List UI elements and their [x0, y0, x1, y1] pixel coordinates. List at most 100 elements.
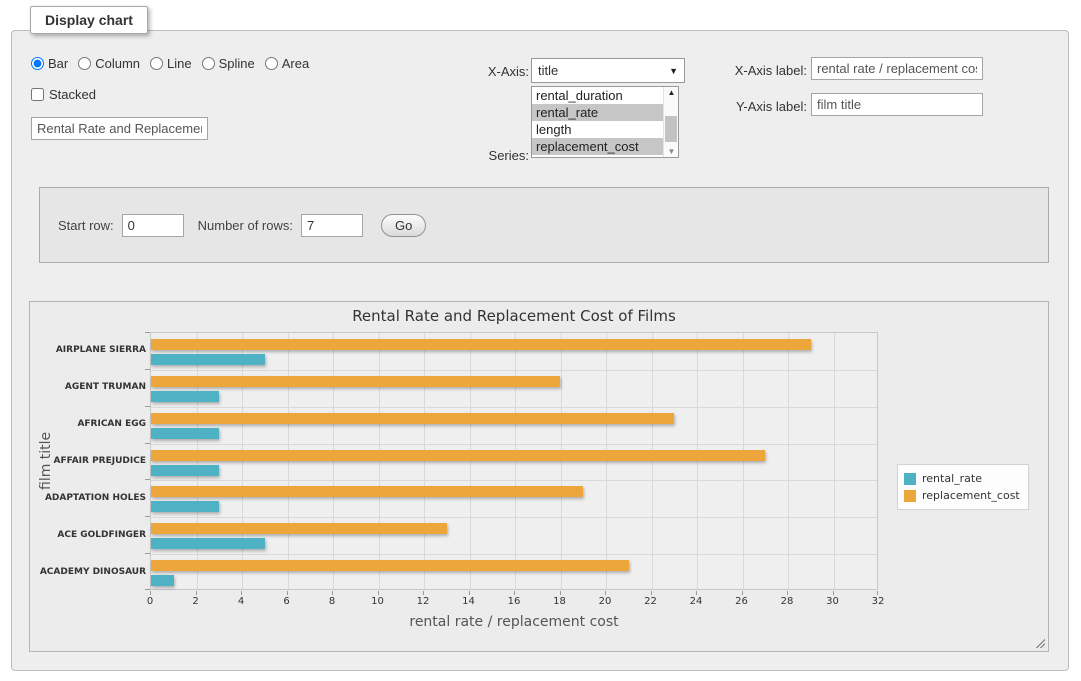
axis-tick	[145, 332, 150, 333]
gridline	[788, 333, 789, 589]
legend-item-rental_rate[interactable]: rental_rate	[904, 470, 1020, 487]
axis-tick	[145, 553, 150, 555]
chart-type-option-line[interactable]: Line	[150, 56, 192, 71]
axis-tick	[605, 591, 606, 595]
bar-rental_rate[interactable]	[151, 538, 265, 550]
gridline	[469, 333, 471, 589]
fieldset-legend: Display chart	[30, 6, 148, 34]
chart-type-option-column[interactable]: Column	[78, 56, 140, 71]
axis-tick	[787, 591, 788, 595]
legend-item-replacement_cost[interactable]: replacement_cost	[904, 487, 1020, 504]
stacked-label: Stacked	[49, 87, 96, 102]
resize-handle-icon[interactable]	[1034, 637, 1045, 648]
gridline	[151, 443, 877, 445]
axis-tick	[696, 591, 697, 595]
category-label: ADAPTATION HOLES	[44, 492, 146, 503]
gridline	[651, 333, 653, 589]
scrollbar[interactable]: ▲ ▼	[663, 87, 678, 157]
bar-rental_rate[interactable]	[151, 575, 174, 587]
chart-panel: Rental Rate and Replacement Cost of Film…	[29, 301, 1049, 652]
bar-replacement_cost[interactable]	[151, 449, 766, 461]
series-option-replacement_cost[interactable]: replacement_cost	[532, 138, 663, 155]
x-tick-label: 8	[328, 596, 336, 607]
x-tick-label: 22	[644, 596, 657, 607]
gridline	[333, 333, 334, 589]
series-list-label: Series:	[488, 148, 529, 163]
x-tick-label: 4	[237, 596, 245, 607]
scrollbar-thumb[interactable]	[665, 116, 677, 142]
x-axis-label-input[interactable]	[811, 57, 983, 80]
chart-type-option-bar[interactable]: Bar	[31, 56, 68, 71]
chart-type-radio-bar[interactable]	[31, 57, 44, 70]
legend-label: replacement_cost	[922, 489, 1020, 502]
chart-type-radio-area[interactable]	[264, 57, 278, 70]
axis-tick	[241, 591, 242, 595]
x-axis-select-label: X-Axis:	[487, 64, 529, 79]
axis-tick	[423, 591, 424, 595]
gridline	[833, 333, 835, 589]
go-button[interactable]: Go	[381, 213, 427, 237]
gridline	[151, 406, 877, 408]
gridline	[151, 369, 877, 371]
stacked-checkbox[interactable]	[31, 88, 44, 101]
gridline	[378, 333, 380, 589]
chart-type-radio-spline[interactable]	[201, 57, 215, 70]
gridline	[151, 517, 877, 519]
bar-replacement_cost[interactable]	[151, 339, 811, 350]
x-tick-label: 16	[507, 596, 521, 607]
chart-type-radio-label: Spline	[218, 56, 255, 71]
bar-replacement_cost[interactable]	[151, 486, 584, 498]
bar-replacement_cost[interactable]	[151, 523, 447, 535]
axis-tick	[145, 442, 150, 444]
bar-rental_rate[interactable]	[151, 390, 220, 402]
series-option-rental_duration[interactable]: rental_duration	[536, 88, 623, 103]
x-tick-label: 12	[416, 596, 430, 607]
y-axis-label-input[interactable]	[811, 93, 983, 116]
x-tick-label: 24	[689, 596, 703, 607]
gridline	[560, 333, 562, 589]
chart-type-option-spline[interactable]: Spline	[201, 56, 255, 71]
scroll-up-icon[interactable]: ▲	[667, 88, 676, 97]
x-tick-label: 0	[146, 596, 154, 607]
bar-rental_rate[interactable]	[151, 464, 220, 476]
axis-tick	[332, 591, 333, 595]
scroll-down-icon[interactable]: ▼	[667, 147, 676, 156]
chart-title-input[interactable]	[31, 117, 208, 140]
gridline	[196, 333, 198, 589]
bar-rental_rate[interactable]	[151, 427, 220, 439]
display-chart-fieldset: Display chart Bar Column Line Spline Area St…	[11, 6, 1069, 671]
number-of-rows-input[interactable]	[301, 213, 363, 237]
bar-replacement_cost[interactable]	[151, 560, 629, 572]
x-tick-label: 18	[553, 596, 566, 607]
chart-type-radio-column[interactable]	[78, 57, 92, 70]
chart-title: Rental Rate and Replacement Cost of Film…	[352, 307, 676, 325]
start-row-input[interactable]	[121, 213, 184, 237]
chart-type-radio-line[interactable]	[150, 57, 164, 70]
category-label: AFRICAN EGG	[77, 419, 146, 430]
legend-swatch	[904, 472, 916, 485]
axis-tick	[145, 589, 150, 590]
series-option-rental_rate[interactable]: rental_rate	[532, 104, 663, 121]
x-tick-label: 30	[826, 596, 839, 607]
bar-rental_rate[interactable]	[151, 354, 265, 365]
number-of-rows-label: Number of rows:	[197, 217, 293, 233]
chart-type-option-area[interactable]: Area	[264, 56, 309, 71]
gridline	[424, 333, 425, 589]
chart-type-radio-group: Bar Column Line Spline Area	[31, 56, 309, 71]
bar-replacement_cost[interactable]	[151, 375, 561, 387]
axis-tick	[650, 591, 652, 595]
chart-type-radio-label: Bar	[48, 56, 69, 71]
legend-label: rental_rate	[922, 472, 982, 485]
series-options: rental_duration rental_rate length replacem…	[532, 87, 663, 157]
row-controls-panel: Start row: Number of rows: Go	[39, 187, 1049, 263]
x-axis-select[interactable]: title ▼	[531, 58, 685, 83]
series-listbox: rental_duration rental_rate length replacem…	[531, 86, 679, 158]
legend-swatch	[904, 489, 916, 502]
bar-replacement_cost[interactable]	[151, 412, 675, 424]
bar-rental_rate[interactable]	[151, 501, 220, 513]
axis-tick	[468, 591, 470, 595]
series-option-length[interactable]: length	[536, 122, 572, 137]
axis-tick	[286, 591, 288, 595]
x-tick-label: 28	[780, 596, 794, 607]
axis-tick	[145, 479, 150, 481]
